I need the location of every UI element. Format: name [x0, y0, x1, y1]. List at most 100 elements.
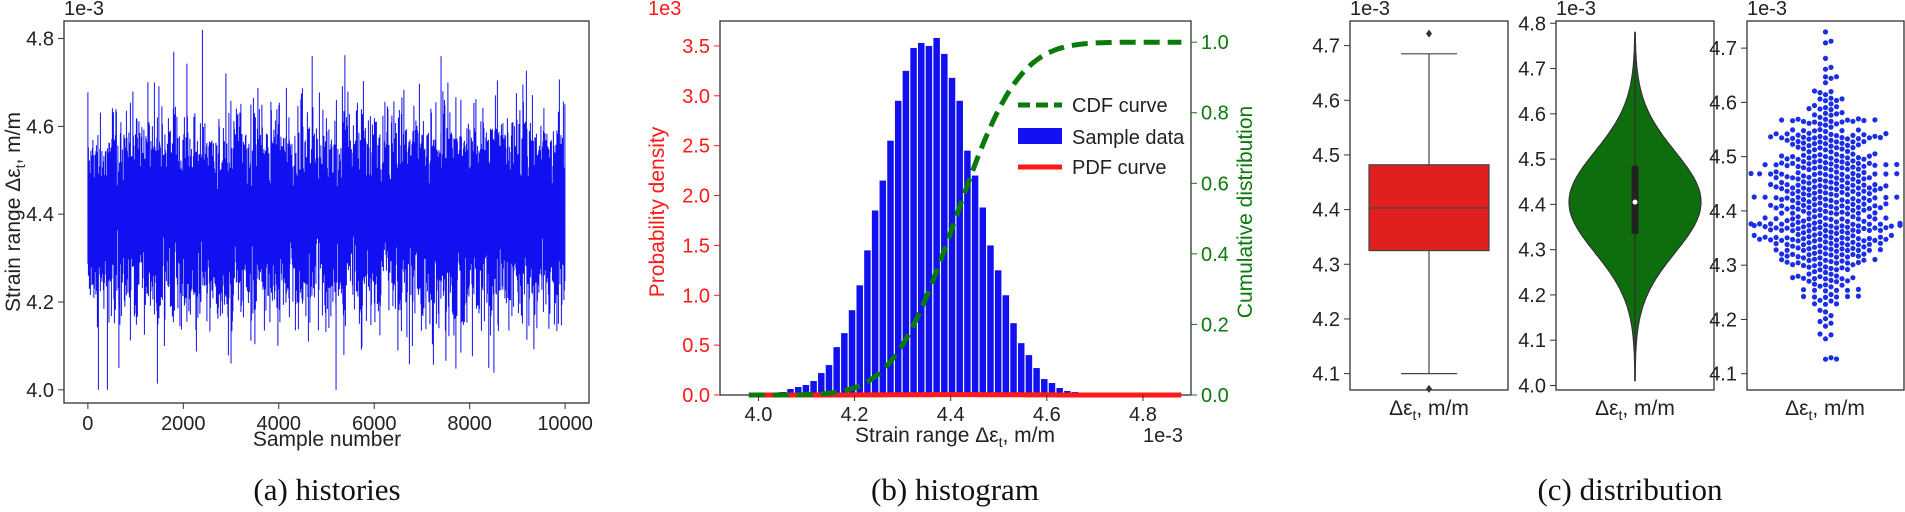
histories-y-tick-label: 4.2	[26, 292, 54, 314]
box-outlier	[1426, 384, 1432, 393]
swarm-point	[1861, 238, 1867, 244]
swarm-point	[1800, 159, 1807, 165]
swarm-point	[1822, 356, 1829, 362]
swarm-point	[1850, 245, 1856, 251]
swarm-point	[1850, 251, 1856, 258]
violin-y-tick-label: 4.6	[1518, 104, 1546, 126]
swarm-point	[1822, 336, 1829, 342]
swarm-point	[1757, 221, 1763, 227]
swarm-point	[1839, 96, 1845, 102]
swarm-point	[1811, 196, 1818, 202]
swarm-point	[1817, 297, 1823, 303]
swarm-point	[1806, 278, 1812, 284]
swarm-point	[1811, 276, 1818, 282]
boxplot-y-tick-label: 4.1	[1312, 364, 1340, 386]
swarm-point	[1811, 301, 1818, 307]
swarm-y-tick-label: 4.4	[1709, 201, 1737, 223]
swarm-point	[1897, 220, 1903, 226]
swarm-point	[1833, 111, 1840, 117]
swarm-point	[1784, 174, 1790, 180]
histogram-x-tick-label: 4.0	[745, 404, 773, 426]
swarm-point	[1844, 287, 1851, 293]
swarm-point	[1768, 181, 1774, 188]
swarm-point	[1768, 221, 1774, 227]
swarm-point	[1828, 235, 1834, 241]
caption-c: (c) distribution	[1537, 472, 1723, 507]
swarm-point	[1828, 284, 1834, 290]
histogram-bar	[818, 373, 825, 395]
swarm-point	[1844, 211, 1851, 217]
swarm-point	[1790, 210, 1796, 216]
swarm-point	[1811, 135, 1818, 141]
swarm-point	[1833, 211, 1840, 217]
swarm-point	[1855, 228, 1861, 235]
swarm-point	[1855, 216, 1861, 222]
swarm-point	[1850, 151, 1856, 157]
swarm-point	[1779, 257, 1785, 263]
swarm-point	[1828, 246, 1834, 252]
swarm-point	[1828, 155, 1834, 161]
swarm-point	[1833, 287, 1840, 293]
swarm-point	[1822, 264, 1829, 270]
swarm-point	[1817, 200, 1823, 206]
swarm-point	[1855, 223, 1861, 229]
swarm-point	[1817, 283, 1823, 289]
swarm-point	[1844, 148, 1851, 154]
histogram-bar	[794, 387, 802, 395]
swarm-x-label-sub: t	[1809, 407, 1813, 423]
swarm-point	[1817, 127, 1823, 133]
swarm-point	[1822, 105, 1829, 111]
swarm-point	[1844, 260, 1851, 266]
histogram-bar	[856, 285, 863, 395]
histogram-bar	[964, 150, 971, 395]
swarm-point	[1844, 224, 1851, 230]
swarm-point	[1817, 318, 1823, 325]
swarm-point	[1833, 169, 1840, 175]
swarm-point	[1828, 107, 1834, 113]
swarm-point	[1872, 171, 1878, 177]
swarm-point	[1822, 276, 1829, 282]
swarm-point	[1790, 118, 1796, 124]
swarm-point	[1883, 162, 1889, 168]
swarm-point	[1866, 221, 1872, 227]
swarm-point	[1833, 243, 1840, 249]
swarm-point	[1866, 241, 1872, 247]
swarm-point	[1822, 80, 1829, 86]
histogram-x-label-sub: t	[999, 434, 1003, 450]
swarm-point	[1844, 136, 1851, 142]
swarm-point	[1811, 250, 1818, 256]
swarm-point	[1828, 216, 1834, 222]
swarm-point	[1850, 139, 1856, 145]
swarm-point	[1822, 269, 1829, 276]
swarm-point	[1877, 205, 1883, 211]
swarm-point	[1817, 121, 1823, 127]
swarm-point	[1855, 142, 1861, 148]
swarm-point	[1828, 185, 1834, 191]
swarm-point	[1839, 153, 1845, 159]
swarm-point	[1817, 170, 1823, 176]
swarm-point	[1877, 221, 1883, 227]
swarm-point	[1790, 197, 1796, 204]
histogram-y-right-tick-label: 0.2	[1201, 314, 1229, 336]
swarm-point	[1828, 95, 1834, 101]
swarm-point	[1855, 166, 1861, 172]
swarm-point	[1861, 156, 1867, 162]
swarm-point	[1779, 179, 1785, 186]
swarm-point	[1806, 264, 1812, 270]
histogram-bar	[1033, 368, 1040, 395]
swarm-point	[1817, 183, 1823, 189]
swarm-point	[1822, 172, 1829, 178]
swarm-point	[1817, 96, 1823, 102]
swarm-point	[1817, 267, 1823, 273]
swarm-point	[1883, 194, 1889, 201]
swarm-point	[1800, 191, 1807, 197]
swarm-point	[1773, 241, 1779, 247]
swarm-point	[1800, 287, 1807, 293]
swarm-axes: 4.1 4.2 4.3 4.4 4.5 4.6 4.7	[1709, 38, 1747, 386]
swarm-point	[1784, 156, 1790, 162]
swarm-point	[1800, 247, 1807, 253]
swarm-point	[1800, 230, 1807, 236]
swarm-point	[1850, 227, 1856, 233]
swarm-point	[1850, 239, 1856, 245]
histogram-x-tick-label: 4.8	[1129, 404, 1157, 426]
